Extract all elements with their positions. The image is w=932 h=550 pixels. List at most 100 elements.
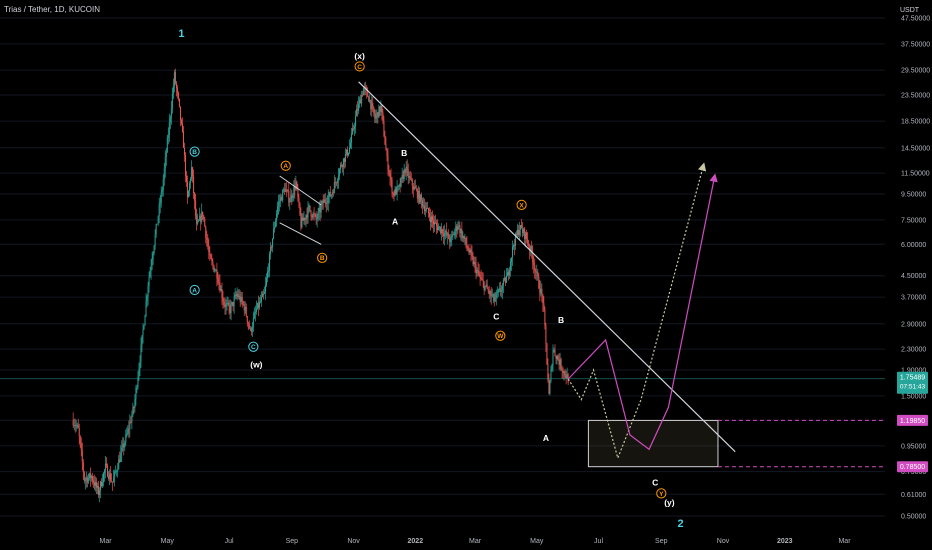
candle	[502, 278, 504, 294]
wave-label: C	[357, 64, 362, 71]
candle	[270, 242, 272, 260]
candle	[239, 290, 241, 307]
candle	[108, 471, 110, 481]
candle	[173, 69, 175, 93]
candle	[462, 231, 464, 243]
candle	[278, 194, 280, 215]
candle	[223, 297, 225, 308]
candle	[228, 300, 230, 315]
candle	[422, 197, 424, 209]
price-tick-label: 23.50000	[901, 92, 930, 99]
time-axis-background	[0, 530, 932, 550]
candle	[243, 301, 245, 316]
time-tick-label: Mar	[100, 538, 113, 545]
candle	[95, 477, 97, 494]
candle	[528, 240, 530, 248]
candle	[167, 127, 169, 145]
candle	[428, 207, 430, 222]
candle	[275, 218, 277, 228]
candle	[139, 355, 141, 376]
time-tick-label: Nov	[717, 538, 730, 545]
price-marker-label: 0.78500	[900, 464, 925, 471]
price-tick-label: 4.50000	[901, 273, 926, 280]
candle	[460, 228, 462, 241]
candle	[92, 476, 94, 489]
time-tick-label: 2022	[408, 538, 424, 545]
candle	[475, 256, 477, 280]
candle	[146, 294, 148, 308]
candle	[387, 148, 389, 176]
candle	[325, 197, 327, 213]
candle	[131, 410, 133, 430]
candle	[443, 225, 445, 244]
candle	[393, 190, 395, 202]
candle	[312, 211, 314, 220]
candle	[353, 124, 355, 132]
wave-label-circle	[354, 61, 365, 72]
candle	[231, 301, 233, 307]
candle	[352, 122, 354, 135]
candle	[170, 100, 172, 125]
candle	[363, 87, 365, 96]
candle	[158, 197, 160, 224]
price-marker	[897, 461, 928, 473]
candle	[190, 176, 192, 189]
candle	[499, 281, 501, 297]
candle	[468, 243, 470, 255]
candle	[294, 178, 296, 199]
candle	[258, 296, 260, 310]
candle	[409, 170, 411, 181]
candle	[441, 223, 443, 241]
candle	[336, 178, 338, 189]
candle	[522, 222, 524, 238]
candle	[295, 175, 297, 191]
candle	[474, 256, 476, 273]
candle	[534, 258, 536, 279]
candle	[328, 191, 330, 204]
candle	[152, 251, 154, 265]
price-tick-label: 2.90000	[901, 321, 926, 328]
candle	[309, 205, 311, 212]
price-tick-label: 0.61000	[901, 492, 926, 499]
candle	[520, 224, 522, 237]
candle	[251, 322, 253, 337]
candle	[176, 85, 178, 99]
candle	[305, 214, 307, 228]
candle	[247, 321, 249, 331]
candle	[346, 146, 348, 159]
candle	[199, 207, 201, 221]
wave-label-circle	[656, 488, 667, 499]
candle	[121, 440, 123, 463]
candle	[255, 300, 257, 315]
candle	[252, 311, 254, 332]
candle	[196, 208, 198, 231]
candle	[163, 162, 165, 186]
candle	[493, 292, 495, 307]
candle	[195, 193, 197, 220]
wave-label: (y)	[664, 498, 675, 508]
candle	[273, 221, 275, 240]
candle	[127, 425, 129, 436]
price-tick-label: 18.50000	[901, 119, 930, 126]
candle	[378, 104, 380, 118]
candle	[217, 271, 219, 286]
price-tick-label: 37.50000	[901, 41, 930, 48]
candle	[88, 472, 90, 481]
price-tick-label: 0.75000	[901, 469, 926, 476]
symbol-title: Trias / Tether, 1D, KUCOIN	[4, 5, 101, 14]
candle	[418, 187, 420, 205]
candle	[212, 258, 214, 270]
candle	[442, 228, 444, 238]
candle	[432, 210, 434, 229]
candle	[361, 90, 363, 108]
candle	[301, 212, 303, 229]
candle	[334, 177, 336, 189]
candle	[161, 186, 163, 197]
candle	[487, 286, 489, 294]
candle	[438, 223, 440, 231]
candle	[550, 365, 552, 383]
candle	[116, 469, 118, 477]
candle	[238, 289, 240, 300]
candle	[98, 487, 100, 503]
